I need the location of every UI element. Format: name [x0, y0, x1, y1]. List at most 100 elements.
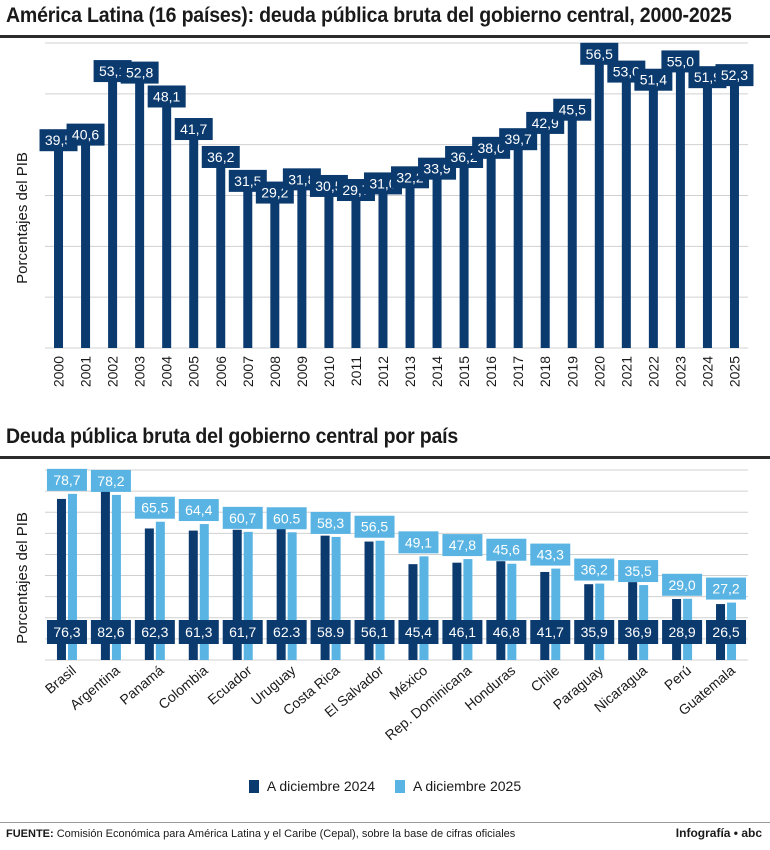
data-label-2025: 36,2 [574, 558, 615, 581]
gridlines [45, 42, 748, 349]
x-tick-label: Chile [527, 662, 562, 695]
data-label-2025: 60,7 [222, 506, 263, 529]
data-label-box [134, 496, 175, 519]
bar-2024 [364, 541, 374, 660]
y-axis-label: Porcentajes del PIB [14, 512, 31, 644]
bar-2024 [320, 535, 330, 660]
x-tick-label: 2021 [618, 356, 634, 387]
data-label-2025: 64,4 [178, 499, 219, 522]
data-label-text: 51,9 [694, 69, 721, 85]
data-label-text: 61,7 [229, 624, 256, 640]
data-label-2025: 49,1 [398, 531, 439, 554]
title-rule [0, 456, 770, 459]
data-label-text: 82,6 [97, 624, 124, 640]
data-label-box [662, 620, 703, 644]
data-label-box [706, 620, 747, 644]
x-tick-label: 2015 [456, 356, 472, 387]
bar-2024 [452, 562, 462, 660]
bar-2024 [540, 571, 550, 660]
data-label-text: 51,4 [640, 72, 667, 88]
data-label-text: 47,8 [449, 537, 476, 553]
data-label-2024: 45,4 [398, 620, 439, 644]
data-label: 36,2 [201, 145, 240, 168]
data-label-box [486, 620, 527, 644]
data-label-box [580, 42, 619, 65]
data-label-box [90, 620, 131, 644]
data-label-2024: 46,8 [486, 620, 527, 644]
data-label: 41,7 [174, 118, 213, 141]
data-label: 52,8 [120, 61, 159, 84]
data-label-2025: 29,0 [662, 573, 703, 596]
data-label-2024: 28,9 [662, 620, 703, 644]
data-label-text: 53,1 [99, 63, 126, 79]
x-tick-label: Argentina [67, 662, 123, 713]
x-tick-label: 2009 [294, 356, 310, 387]
data-label-box [442, 534, 483, 557]
x-tick-label: Colombia [155, 662, 211, 712]
data-label-text: 33,9 [423, 161, 450, 177]
data-label-2024: 82,6 [90, 620, 131, 644]
data-label-text: 60,7 [229, 510, 256, 526]
bar [729, 82, 739, 349]
data-label-text: 36,2 [581, 562, 608, 578]
data-label-text: 31,5 [234, 173, 261, 189]
data-label-text: 53,0 [613, 64, 640, 80]
source-label: FUENTE: [6, 828, 54, 840]
data-label-text: 42,9 [532, 115, 559, 131]
data-label-text: 62,3 [141, 624, 168, 640]
bar-2024 [144, 528, 154, 660]
data-label-text: 76,3 [53, 624, 80, 640]
data-label-text: 28,9 [668, 624, 695, 640]
chart-title-country: Deuda pública bruta del gobierno central… [6, 425, 459, 448]
legend-item-2024: A diciembre 2024 [248, 778, 375, 794]
data-label-box [634, 68, 673, 91]
x-tick-label: 2017 [510, 356, 526, 387]
data-label-box [398, 620, 439, 644]
data-label-text: 45,5 [559, 102, 586, 118]
bar-2024 [276, 528, 286, 660]
data-label-box [574, 558, 615, 581]
bar [162, 103, 172, 348]
data-label-2025: 60.5 [266, 507, 307, 530]
x-tick-label: 2005 [186, 356, 202, 387]
data-label-box [530, 543, 571, 566]
x-tick-label: 2001 [78, 356, 94, 387]
data-label-box [178, 620, 219, 644]
data-label-2025: 27,2 [706, 577, 747, 600]
data-label-2024: 26,5 [706, 620, 747, 644]
y-axis-label: Porcentajes del PIB [14, 152, 31, 284]
x-tick-label: 2016 [483, 356, 499, 387]
x-tick-label: 2022 [645, 356, 661, 387]
data-label-text: 46,1 [449, 624, 476, 640]
x-tick-label: 2019 [564, 356, 580, 387]
data-label-text: 78,2 [97, 473, 124, 489]
data-label-text: 46,8 [493, 624, 520, 640]
data-label-text: 60.5 [273, 510, 300, 526]
bar-2024 [188, 530, 198, 660]
data-label-2025: 58,3 [310, 511, 351, 534]
bar-2025 [507, 563, 517, 660]
x-tick-label: 2023 [672, 356, 688, 387]
data-label-box [46, 620, 87, 644]
data-label-box [662, 573, 703, 596]
data-label-box [553, 98, 592, 121]
data-label: 52,3 [715, 64, 754, 87]
x-tick-label: 2004 [159, 356, 175, 387]
data-label-2025: 35,5 [618, 560, 659, 583]
data-label-text: 55,0 [667, 53, 694, 69]
data-label-box [222, 506, 263, 529]
data-label-2024: 46,1 [442, 620, 483, 644]
x-tick-label: 2006 [213, 356, 229, 387]
data-label-2025: 78,2 [90, 469, 131, 492]
data-label-box [134, 620, 175, 644]
x-tick-label: Perú [661, 662, 694, 693]
data-label-text: 35,5 [625, 563, 652, 579]
data-label-box [310, 511, 351, 534]
data-label-box [354, 515, 395, 538]
data-label-box [398, 531, 439, 554]
bar-2024 [496, 561, 506, 660]
bar-2025 [155, 521, 165, 660]
source-text: Comisión Económica para América Latina y… [56, 828, 516, 840]
bar [81, 141, 91, 348]
data-label-text: 32,2 [396, 169, 423, 185]
